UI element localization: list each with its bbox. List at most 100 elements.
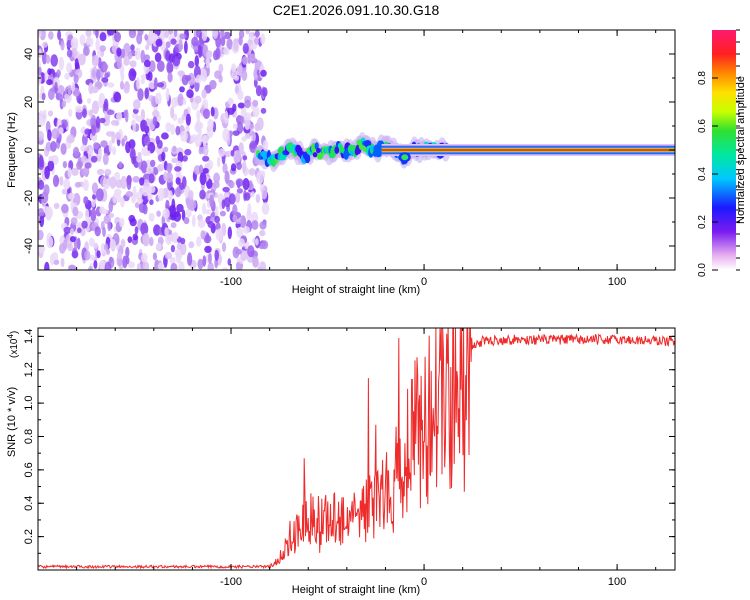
noise-blob (255, 85, 262, 97)
noise-blob (207, 118, 214, 131)
noise-blob (91, 199, 96, 208)
noise-blob (118, 161, 123, 169)
noise-blob (235, 248, 243, 255)
spectrogram-y-tick-label: -40 (23, 238, 35, 254)
noise-blob (221, 242, 227, 253)
noise-blob (82, 167, 90, 176)
noise-blob (241, 69, 248, 81)
noise-blob (38, 48, 42, 59)
spectrogram-x-label: Height of straight line (km) (292, 284, 420, 296)
noise-blob (96, 68, 101, 82)
noise-blob (38, 66, 42, 76)
noise-blob (233, 150, 241, 164)
noise-blob (249, 123, 255, 130)
snr-ticks: -100 0 100 0.2 0.4 0.6 0.8 1.0 1.2 1.4 (23, 328, 675, 588)
noise-blob (89, 254, 95, 261)
noise-blob (232, 123, 238, 129)
noise-blob (70, 228, 74, 236)
spectrogram-x-tick-label: 100 (608, 276, 626, 288)
noise-blob (156, 60, 165, 72)
colorbar-tick-label: 0.0 (697, 263, 708, 277)
noise-blob (249, 53, 256, 62)
noise-blob (46, 236, 54, 249)
noise-blob (221, 267, 229, 270)
noise-blob (170, 106, 175, 119)
noise-blob (141, 253, 148, 263)
noise-blob (109, 176, 117, 189)
noise-blob (129, 60, 137, 68)
noise-blob (157, 262, 165, 270)
noise-blob (208, 252, 212, 264)
noise-blob (104, 168, 112, 176)
noise-blob (74, 58, 79, 70)
noise-blob (180, 237, 186, 245)
noise-blob (136, 263, 142, 270)
noise-blob (167, 72, 173, 83)
noise-blob (228, 193, 236, 205)
noise-blob (132, 176, 140, 183)
noise-blob (67, 134, 75, 144)
noise-blob (176, 242, 182, 251)
noise-blob (47, 110, 54, 117)
noise-blob (209, 79, 217, 90)
noise-blob (138, 201, 147, 214)
noise-blob (90, 86, 99, 94)
noise-blob (145, 44, 150, 51)
noise-blob (80, 144, 88, 152)
noise-blob (223, 31, 232, 40)
noise-blob (233, 39, 239, 52)
noise-blob (48, 155, 55, 162)
noise-blob (52, 174, 60, 187)
noise-blob (252, 255, 259, 268)
noise-blob (108, 140, 113, 153)
noise-blob (207, 220, 214, 229)
noise-blob (152, 252, 157, 261)
noise-blob (64, 93, 70, 100)
noise-blob (230, 150, 235, 157)
spectrogram-plot: -100 0 100 40 20 0 -20 -40 Height of straight l… (6, 29, 676, 296)
noise-blob (67, 167, 72, 178)
noise-blob (142, 232, 150, 247)
noise-blob (205, 209, 212, 215)
noise-blob (99, 32, 107, 42)
noise-blob (85, 208, 90, 222)
noise-blob (157, 187, 165, 201)
noise-blob (197, 219, 206, 228)
noise-blob (198, 164, 204, 175)
noise-blob (213, 180, 220, 189)
noise-blob (177, 151, 184, 163)
noise-blob (60, 143, 67, 155)
noise-blob (235, 178, 244, 187)
noise-blob (44, 166, 50, 179)
spectrogram-y-label: Frequency (Hz) (6, 112, 18, 188)
noise-blob (260, 107, 267, 114)
noise-blob (220, 36, 226, 47)
noise-blob (203, 144, 209, 157)
noise-blob (141, 185, 149, 197)
noise-blob (114, 171, 120, 181)
noise-blob (261, 187, 268, 200)
noise-blob (115, 178, 124, 189)
noise-blob (252, 106, 260, 118)
noise-blob (214, 70, 222, 79)
noise-blob (53, 202, 60, 210)
noise-blob (255, 193, 261, 203)
noise-blob (137, 151, 142, 160)
noise-blob (236, 65, 243, 77)
noise-blob (133, 99, 141, 110)
noise-blob (140, 78, 145, 85)
noise-blob (215, 228, 224, 241)
noise-blob (132, 233, 138, 241)
noise-blob (78, 53, 86, 66)
noise-blob (57, 85, 65, 94)
noise-blob (73, 74, 79, 84)
noise-blob (107, 30, 115, 36)
noise-blob (157, 82, 164, 88)
colorbar-tick-label: 0.8 (697, 71, 708, 85)
noise-blob (260, 69, 267, 77)
noise-blob (88, 266, 93, 270)
noise-blob (182, 155, 188, 162)
noise-blob (202, 155, 210, 162)
track-tail-band (381, 149, 675, 151)
noise-blob (125, 246, 130, 258)
